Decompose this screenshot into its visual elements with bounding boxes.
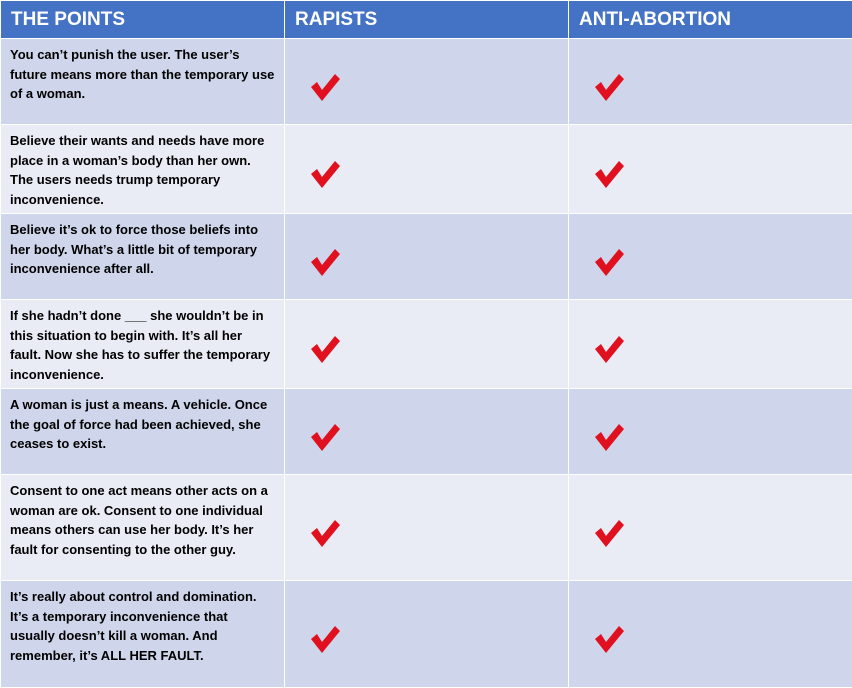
anti-abortion-cell xyxy=(569,39,852,125)
header-row: THE POINTS RAPISTS ANTI-ABORTION xyxy=(1,1,852,39)
rapists-cell xyxy=(285,300,569,389)
table-row: Consent to one act means other acts on a… xyxy=(1,475,852,581)
check-icon xyxy=(593,72,625,102)
check-icon xyxy=(309,518,341,548)
table-row: It’s really about control and domination… xyxy=(1,581,852,688)
header-points: THE POINTS xyxy=(1,1,285,39)
table-row: If she hadn’t done ___ she wouldn’t be i… xyxy=(1,300,852,389)
point-text: Consent to one act means other acts on a… xyxy=(1,475,285,581)
check-icon xyxy=(309,159,341,189)
point-text: If she hadn’t done ___ she wouldn’t be i… xyxy=(1,300,285,389)
anti-abortion-cell xyxy=(569,389,852,475)
point-text: Believe their wants and needs have more … xyxy=(1,125,285,214)
check-icon xyxy=(593,159,625,189)
rapists-cell xyxy=(285,475,569,581)
rapists-cell xyxy=(285,125,569,214)
check-icon xyxy=(309,422,341,452)
check-icon xyxy=(593,247,625,277)
check-icon xyxy=(593,334,625,364)
check-icon xyxy=(593,624,625,654)
header-anti-abortion: ANTI-ABORTION xyxy=(569,1,852,39)
rapists-cell xyxy=(285,389,569,475)
anti-abortion-cell xyxy=(569,300,852,389)
rapists-cell xyxy=(285,39,569,125)
check-icon xyxy=(309,247,341,277)
point-text: You can’t punish the user. The user’s fu… xyxy=(1,39,285,125)
table-row: A woman is just a means. A vehicle. Once… xyxy=(1,389,852,475)
header-rapists: RAPISTS xyxy=(285,1,569,39)
check-icon xyxy=(309,334,341,364)
table-row: Believe their wants and needs have more … xyxy=(1,125,852,214)
anti-abortion-cell xyxy=(569,581,852,688)
check-icon xyxy=(593,422,625,452)
anti-abortion-cell xyxy=(569,125,852,214)
table-row: Believe it’s ok to force those beliefs i… xyxy=(1,214,852,300)
check-icon xyxy=(309,624,341,654)
table-row: You can’t punish the user. The user’s fu… xyxy=(1,39,852,125)
anti-abortion-cell xyxy=(569,475,852,581)
check-icon xyxy=(593,518,625,548)
anti-abortion-cell xyxy=(569,214,852,300)
check-icon xyxy=(309,72,341,102)
rapists-cell xyxy=(285,581,569,688)
point-text: A woman is just a means. A vehicle. Once… xyxy=(1,389,285,475)
rapists-cell xyxy=(285,214,569,300)
point-text: It’s really about control and domination… xyxy=(1,581,285,688)
point-text: Believe it’s ok to force those beliefs i… xyxy=(1,214,285,300)
